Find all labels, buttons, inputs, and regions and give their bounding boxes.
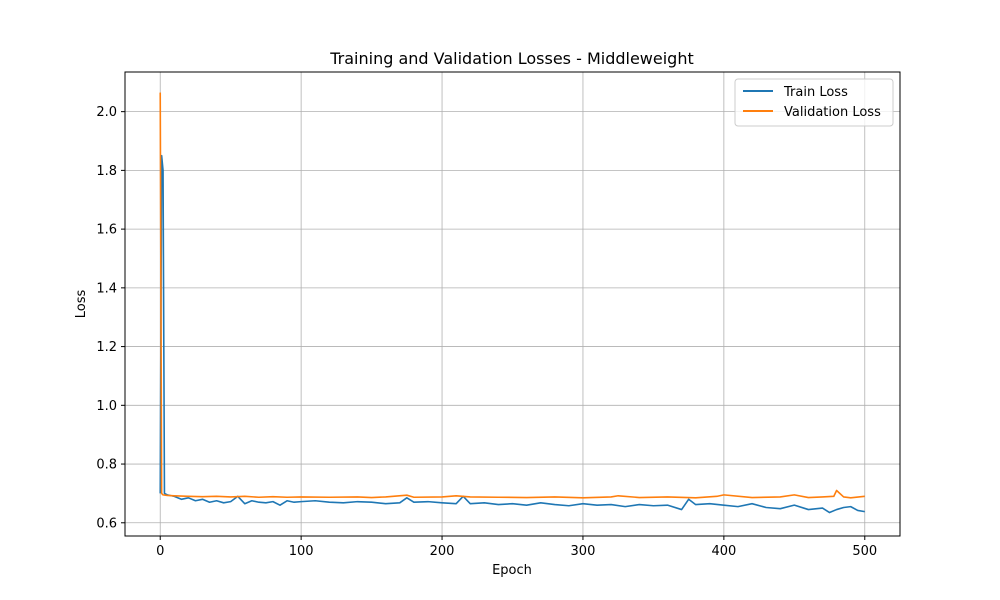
y-tick-label: 2.0 bbox=[96, 105, 117, 120]
x-axis-label: Epoch bbox=[492, 563, 532, 578]
y-tick-label: 1.4 bbox=[96, 281, 117, 296]
x-tick-label: 200 bbox=[430, 544, 455, 559]
x-tick-label: 400 bbox=[711, 544, 736, 559]
y-tick-label: 0.8 bbox=[96, 458, 117, 473]
x-tick-label: 300 bbox=[571, 544, 596, 559]
x-tick-label: 0 bbox=[156, 544, 164, 559]
series-line-validation-loss bbox=[159, 92, 865, 499]
y-tick-label: 1.8 bbox=[96, 164, 117, 179]
chart-title: Training and Validation Losses - Middlew… bbox=[329, 49, 694, 68]
series-line-train-loss bbox=[159, 154, 865, 514]
x-tick-label: 100 bbox=[289, 544, 314, 559]
tick-layer: 0 100 200 300 400 500 0.6 0.8 1.0 1.2 1.4 1.6 1.8 2.0 bbox=[96, 105, 877, 559]
x-tick-label: 500 bbox=[852, 544, 877, 559]
y-tick-label: 0.6 bbox=[96, 516, 117, 531]
grid-layer bbox=[125, 72, 900, 536]
y-tick-label: 1.0 bbox=[96, 399, 117, 414]
y-tick-label: 1.6 bbox=[96, 223, 117, 238]
y-axis-label: Loss bbox=[74, 290, 89, 319]
legend-label-validation-loss: Validation Loss bbox=[784, 105, 881, 120]
legend-box bbox=[734, 78, 894, 127]
plot-frame bbox=[124, 71, 901, 537]
y-tick-label: 1.2 bbox=[96, 340, 117, 355]
legend-label-train-loss: Train Loss bbox=[783, 85, 848, 100]
legend: Train Loss Validation Loss bbox=[734, 78, 894, 127]
series-layer bbox=[159, 92, 865, 514]
